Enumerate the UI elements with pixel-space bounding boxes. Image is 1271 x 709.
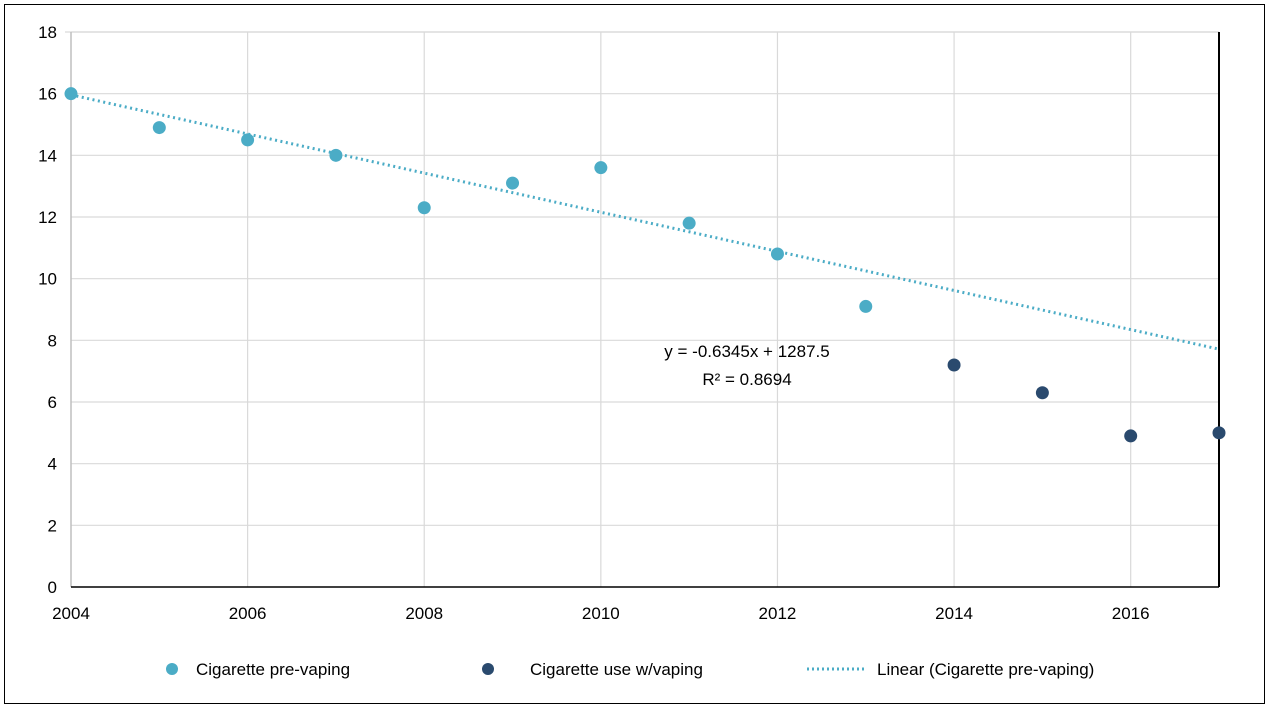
data-points <box>64 87 1226 443</box>
point-pre-vaping <box>594 161 608 175</box>
y-tick-label: 4 <box>48 455 57 474</box>
point-pre-vaping <box>417 201 431 215</box>
point-pre-vaping <box>329 148 343 162</box>
point-with-vaping <box>947 358 961 372</box>
point-pre-vaping <box>859 299 873 313</box>
trendline-r2-label: R² = 0.8694 <box>702 370 791 389</box>
point-pre-vaping <box>682 216 696 230</box>
legend-item-trendline: Linear (Cigarette pre-vaping) <box>807 660 1094 679</box>
x-tick-label: 2008 <box>405 604 443 623</box>
y-tick-label: 16 <box>38 85 57 104</box>
x-tick-label: 2016 <box>1112 604 1150 623</box>
gridlines <box>65 31 1219 587</box>
y-tick-label: 12 <box>38 208 57 227</box>
x-tick-label: 2006 <box>229 604 267 623</box>
point-pre-vaping <box>152 121 166 135</box>
y-tick-label: 0 <box>48 578 57 597</box>
y-tick-label: 8 <box>48 331 57 350</box>
point-pre-vaping <box>506 176 520 190</box>
x-tick-label: 2004 <box>52 604 90 623</box>
y-tick-label: 10 <box>38 270 57 289</box>
axes <box>70 32 1220 588</box>
point-pre-vaping <box>64 87 78 101</box>
tick-labels: 0 2 4 6 8 10 12 14 16 18 2004 2006 2008 2010 2012 2014 2… <box>38 23 1150 623</box>
legend-marker-with-vaping <box>482 663 494 675</box>
chart-frame: 0 2 4 6 8 10 12 14 16 18 2004 2006 2008 2010 2012 2014 2… <box>4 4 1265 704</box>
legend-label-pre-vaping: Cigarette pre-vaping <box>196 660 350 679</box>
legend: Cigarette pre-vaping Cigarette use w/vap… <box>166 660 1094 679</box>
point-with-vaping <box>1035 386 1049 400</box>
legend-label-trendline: Linear (Cigarette pre-vaping) <box>877 660 1094 679</box>
legend-label-with-vaping: Cigarette use w/vaping <box>530 660 703 679</box>
chart-svg: 0 2 4 6 8 10 12 14 16 18 2004 2006 2008 2010 2012 2014 2… <box>38 23 1226 679</box>
y-tick-label: 14 <box>38 146 57 165</box>
point-pre-vaping <box>241 133 255 147</box>
x-tick-label: 2010 <box>582 604 620 623</box>
trendline-equation-label: y = -0.6345x + 1287.5 <box>664 342 829 361</box>
trendline-line <box>70 93 1220 351</box>
legend-item-with-vaping: Cigarette use w/vaping <box>482 660 703 679</box>
y-tick-label: 2 <box>48 516 57 535</box>
legend-marker-pre-vaping <box>166 663 178 675</box>
y-tick-label: 18 <box>38 23 57 42</box>
point-with-vaping <box>1124 429 1138 443</box>
legend-item-pre-vaping: Cigarette pre-vaping <box>166 660 350 679</box>
x-tick-label: 2012 <box>759 604 797 623</box>
x-tick-label: 2014 <box>935 604 973 623</box>
point-with-vaping <box>1212 426 1226 440</box>
y-tick-label: 6 <box>48 393 57 412</box>
point-pre-vaping <box>770 247 784 261</box>
trendline-equation: y = -0.6345x + 1287.5 R² = 0.8694 <box>664 342 829 389</box>
trendline <box>70 93 1220 351</box>
